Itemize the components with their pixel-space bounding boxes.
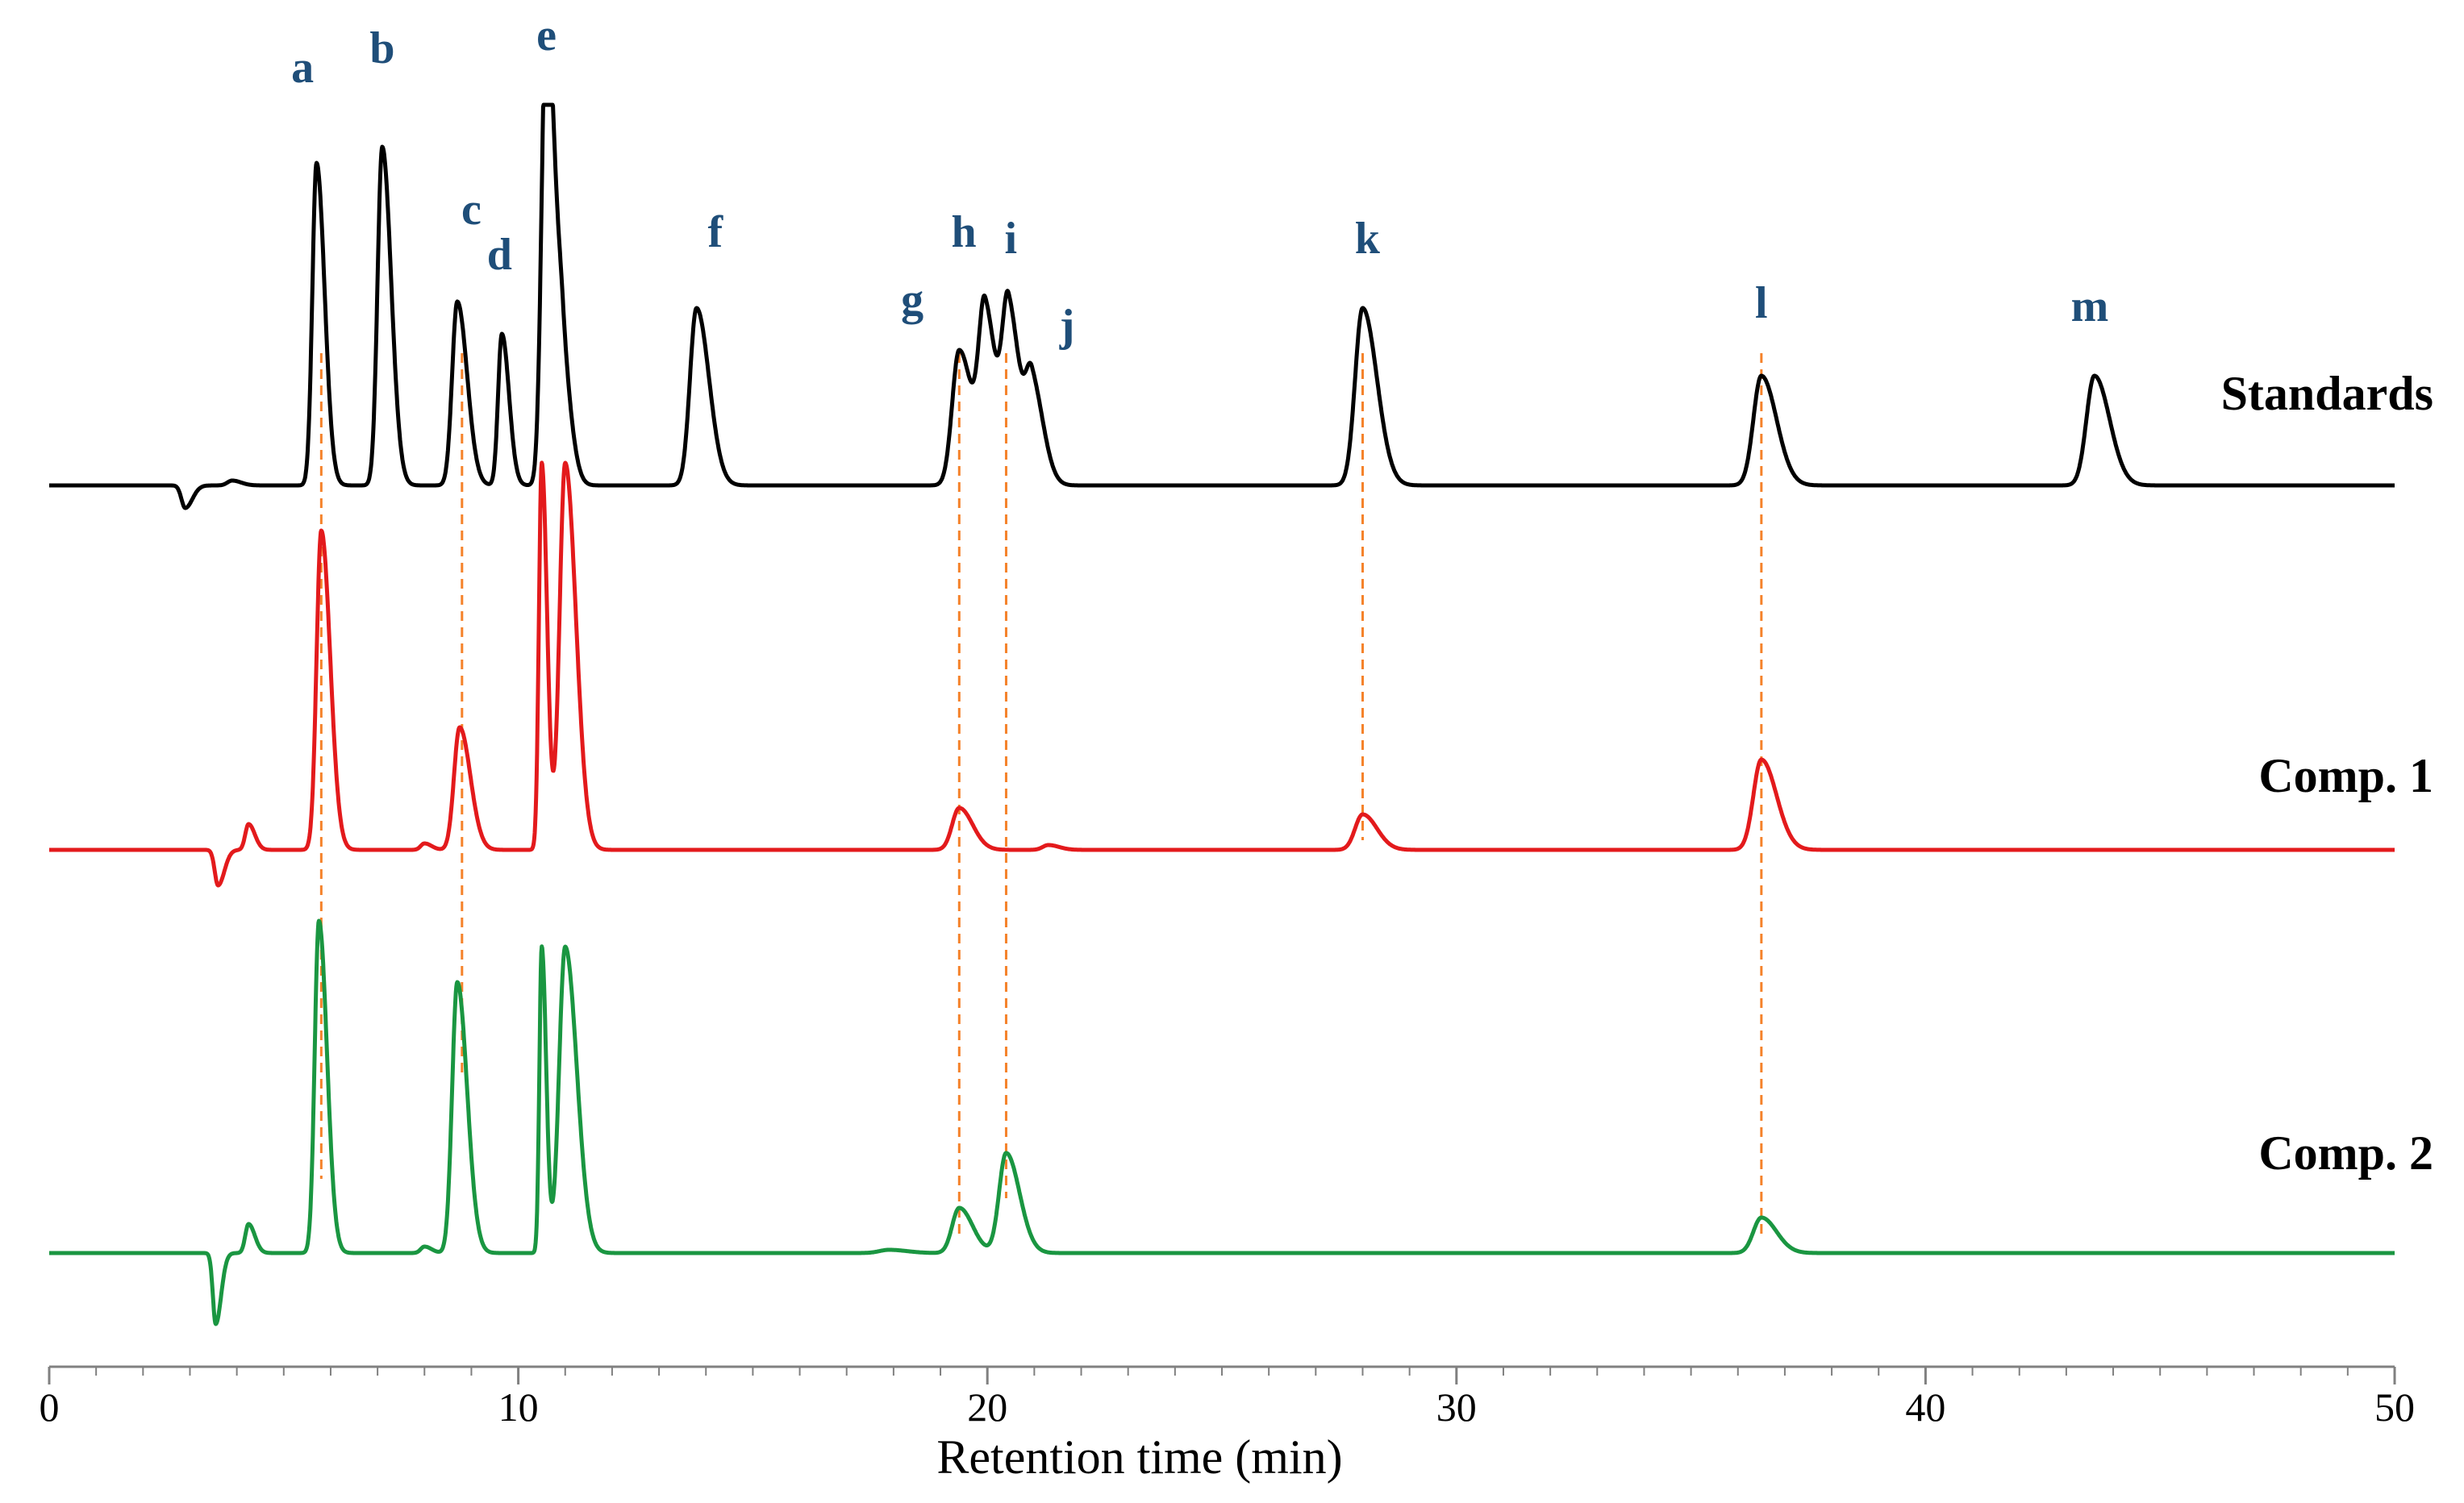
series-label-standards: Standards <box>2221 367 2433 420</box>
peak-label-m: m <box>2071 281 2109 331</box>
peak-label-c: c <box>461 185 482 235</box>
peak-label-d: d <box>487 230 512 280</box>
peak-label-l: l <box>1755 278 1768 328</box>
x-tick-label: 20 <box>967 1384 1007 1430</box>
peak-label-i: i <box>1004 214 1017 264</box>
peak-label-k: k <box>1355 214 1381 264</box>
peak-label-e: e <box>536 10 557 60</box>
x-axis-title: Retention time (min) <box>936 1430 1342 1484</box>
series-label-comp-2: Comp. 2 <box>2258 1126 2433 1180</box>
series-line-standards <box>48 102 2396 510</box>
peak-label-h: h <box>952 207 977 257</box>
x-tick-label: 10 <box>498 1384 539 1430</box>
series-line-comp-2 <box>48 918 2396 1326</box>
x-tick-label: 30 <box>1436 1384 1477 1430</box>
peak-label-f: f <box>708 207 724 257</box>
x-tick-label: 40 <box>1905 1384 1945 1430</box>
chromatogram-traces <box>48 102 2396 1326</box>
guide-lines <box>319 353 1763 1240</box>
peak-labels: a b cd e f gh ij k l m <box>291 10 2108 351</box>
peak-label-b: b <box>369 23 394 73</box>
x-axis: 0 10 20 30 40 50 <box>40 1365 2415 1430</box>
series-line-comp-1 <box>48 460 2396 888</box>
peak-label-a: a <box>291 43 314 93</box>
x-tick-label: 50 <box>2374 1384 2415 1430</box>
peak-label-g: g <box>901 275 923 325</box>
x-tick-label: 0 <box>40 1384 60 1430</box>
peak-label-j: j <box>1059 301 1075 351</box>
series-labels: Standards Comp. 1 Comp. 2 <box>2221 367 2433 1180</box>
series-label-comp-1: Comp. 1 <box>2258 749 2433 802</box>
